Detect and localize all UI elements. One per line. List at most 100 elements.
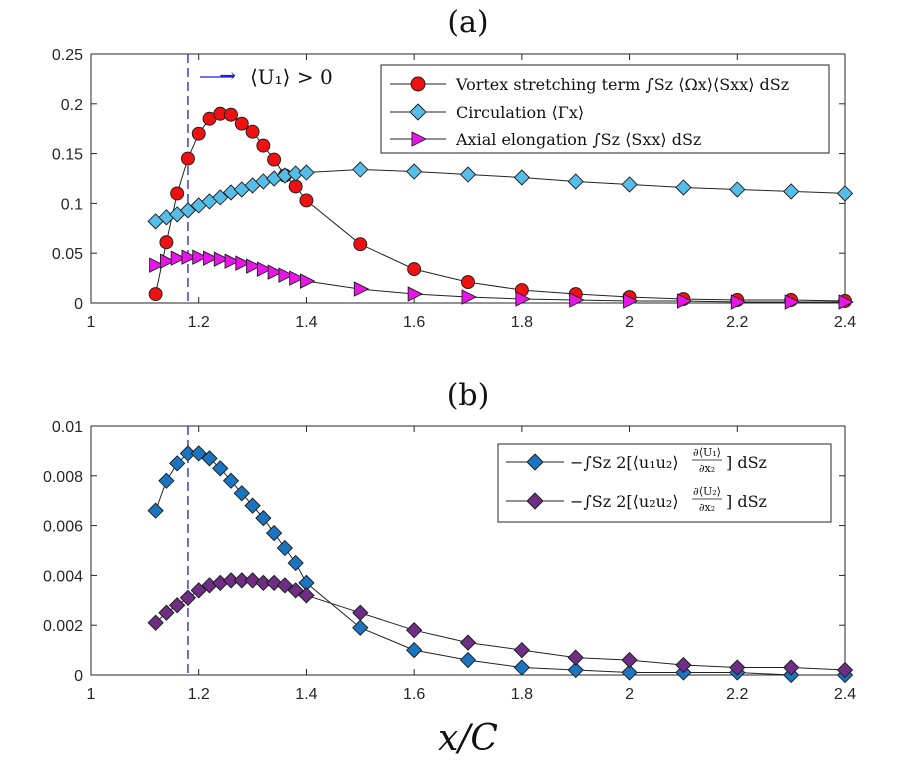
data-point: [170, 186, 185, 201]
data-point: [222, 572, 240, 589]
legend-marker-u2u2: [526, 492, 544, 510]
data-point: [222, 472, 240, 489]
y-tick-label: 0.008: [43, 469, 83, 486]
data-point: [267, 264, 284, 280]
data-point: [461, 275, 475, 290]
y-tick-label: 0.1: [61, 196, 83, 213]
data-point: [149, 257, 165, 273]
data-point: [192, 249, 208, 265]
y-tick-label: 0.004: [43, 568, 83, 585]
data-point: [352, 619, 369, 636]
data-point: [406, 622, 423, 639]
data-point: [459, 651, 477, 669]
y-tick-label: 0.006: [43, 519, 83, 536]
data-point: [407, 262, 422, 277]
y-tick-label: 0.25: [52, 47, 83, 64]
x-tick-label: 1: [87, 686, 96, 703]
data-point: [407, 286, 424, 302]
data-point: [729, 659, 746, 676]
data-point: [190, 445, 207, 462]
data-point: [256, 261, 273, 277]
legend-frac-den-u1u2: ∂x₂: [699, 462, 715, 475]
data-point: [179, 589, 197, 606]
data-point: [147, 502, 164, 519]
data-point: [298, 587, 315, 604]
data-point: [170, 250, 187, 266]
data-point: [265, 574, 283, 592]
data-point: [158, 472, 175, 489]
data-point: [513, 169, 530, 186]
data-point: [278, 267, 294, 283]
data-point: [233, 485, 250, 502]
x-tick-label: 1.6: [403, 686, 425, 703]
panel-a: (a) 1 1.2 1.4 1.6 1.8 2 2.2 2.4 0 0.05 0.1 0.15 0.2 0…: [52, 5, 856, 331]
data-point: [212, 460, 229, 477]
x-tick-label: 1: [87, 314, 96, 331]
data-point: [191, 126, 206, 141]
legend-frac-num-u1u2: ∂⟨U₁⟩: [693, 446, 721, 459]
x-tick-label: 2.4: [834, 686, 856, 703]
data-point: [233, 572, 250, 589]
x-axis-label: x/C: [438, 718, 498, 759]
annotation-arrow-icon: →: [219, 63, 236, 87]
x-tick-label: 1.2: [188, 686, 210, 703]
x-tick-label: 1.4: [295, 314, 317, 331]
data-point: [567, 173, 584, 190]
legend-label-vortex: Vortex stretching term ∫Sz ⟨Ωx⟩⟨Sxx⟩ dSz: [455, 75, 789, 94]
data-point: [836, 661, 854, 679]
panel-b-axes: [90, 425, 846, 676]
data-point: [621, 664, 638, 681]
x-tick-label: 2.4: [834, 314, 856, 331]
series-line-1: [155, 579, 846, 671]
data-point: [461, 289, 478, 305]
data-point: [675, 179, 692, 196]
x-tick-label: 1.2: [188, 314, 210, 331]
data-point: [783, 659, 800, 676]
legend-frac-num-u2u2: ∂⟨U₂⟩: [693, 485, 721, 498]
data-point: [352, 604, 369, 621]
data-point: [298, 164, 315, 181]
data-point: [190, 582, 207, 599]
data-point: [353, 281, 370, 297]
data-point: [621, 651, 638, 669]
data-point: [213, 251, 230, 267]
data-point: [287, 554, 304, 572]
data-point: [287, 582, 304, 599]
y-tick-label: 0: [74, 668, 83, 685]
data-point: [352, 161, 369, 178]
x-tick-label: 2.2: [726, 314, 748, 331]
data-point: [244, 572, 261, 589]
data-point: [515, 291, 531, 307]
x-tick-label: 1.8: [511, 686, 533, 703]
legend-label-circulation: Circulation ⟨Γx⟩: [456, 103, 584, 122]
data-point: [353, 237, 368, 252]
data-point: [567, 649, 584, 666]
data-point: [180, 151, 195, 166]
data-point: [406, 163, 423, 180]
data-point: [159, 235, 174, 250]
data-point: [621, 176, 638, 193]
x-tick-label: 1.4: [295, 686, 317, 703]
panel-b-legend: −∫Sz 2[⟨u₁u₂⟩ ∂⟨U₁⟩ ∂x₂ ] dSz −∫Sz 2[⟨u₂…: [497, 443, 832, 523]
y-tick-label: 0: [74, 296, 83, 313]
data-point: [169, 597, 186, 614]
data-point: [148, 287, 163, 301]
data-point: [836, 185, 854, 202]
data-point: [201, 450, 218, 467]
annotation-text: ⟨U₁⟩ > 0: [250, 65, 333, 89]
panel-a-axes: [90, 53, 846, 304]
x-tick-label: 2: [625, 686, 634, 703]
data-point: [158, 604, 175, 621]
y-tick-label: 0.05: [52, 246, 83, 263]
data-point: [729, 181, 746, 198]
legend-label-u1u2-pre: −∫Sz 2[⟨u₁u₂⟩: [570, 453, 679, 472]
panel-b: (b) 1 1.2 1.4 1.6 1.8 2 2.2 2.4 0 0.002 0.004 0.006…: [43, 378, 856, 759]
y-tick-label: 0.01: [52, 419, 83, 436]
data-point: [224, 253, 241, 269]
panel-a-legend: Vortex stretching term ∫Sz ⟨Ωx⟩⟨Sxx⟩ dSz…: [380, 64, 830, 154]
data-point: [567, 661, 584, 679]
legend-frac-den-u2u2: ∂x₂: [699, 501, 715, 514]
data-point: [159, 253, 176, 269]
legend-marker-circulation: [409, 103, 427, 121]
